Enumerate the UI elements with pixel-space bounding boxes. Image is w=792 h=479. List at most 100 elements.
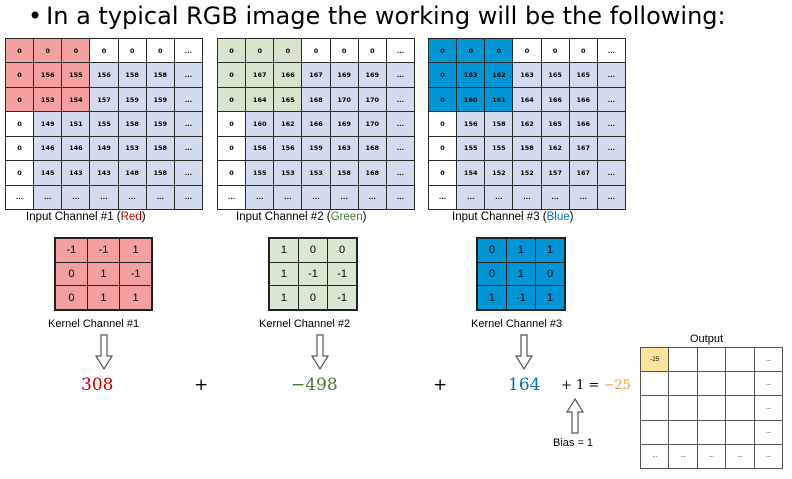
output-cell xyxy=(725,395,755,421)
output-row: ... xyxy=(639,419,784,445)
input-channel-2-cell: 0 xyxy=(245,37,275,64)
kernel-channel-2-grid: 1 0 0 1 -1 -1 1 0 -1 xyxy=(268,237,358,311)
kernel-channel-3-cell: 0 xyxy=(535,261,566,287)
input-channel-1-row: 0 149 151 155 158 159... xyxy=(4,111,204,137)
input-channel-2-cell: 163 xyxy=(329,135,359,162)
kernel-channel-2-cell: 0 xyxy=(327,237,358,263)
input-channel-3-cell: 161 xyxy=(484,86,514,113)
input-channel-3-cell: 154 xyxy=(456,160,486,186)
input-channel-2-row: 0 167 166 167 169 169... xyxy=(216,62,416,88)
input-channel-3-cell: ... xyxy=(596,86,627,113)
input-channel-2-cell: ... xyxy=(245,184,275,211)
output-cell xyxy=(725,371,755,397)
input-channel-3-cell: 0 xyxy=(427,160,458,186)
input-channel-3-cell: ... xyxy=(484,184,514,211)
input-channel-1-cell: 0 xyxy=(61,37,91,64)
kernel-channel-1-cell: 1 xyxy=(86,285,121,311)
input-channel-2-cell: 162 xyxy=(273,111,303,137)
input-channel-2-cell: 159 xyxy=(301,135,331,162)
input-channel-2-row: ..................... xyxy=(216,184,416,211)
output-cell xyxy=(639,371,670,397)
input-channel-1-cell: ... xyxy=(173,160,204,186)
kernel-channel-1-grid: -1 -1 1 0 1 -1 0 1 1 xyxy=(54,237,153,311)
output-cell: ... xyxy=(753,395,784,421)
input-channel-blue-grid: 0 0 0 0 0 0... 0 163 162 163 165 165... 0 160 161 164 16… xyxy=(427,37,627,211)
kernel-channel-2-caption: Kernel Channel #2 xyxy=(259,318,351,330)
input-channel-1-cell: 149 xyxy=(89,135,119,162)
input-channel-1-cell: ... xyxy=(117,184,147,211)
result-channel-3: 164 xyxy=(508,375,541,395)
output-cell xyxy=(696,371,727,397)
input-channel-1-cell: 158 xyxy=(145,135,175,162)
output-cell: ... xyxy=(753,443,784,470)
kernel-channel-3-row: 1 -1 1 xyxy=(476,285,566,311)
input-channel-2-cell: 0 xyxy=(216,135,247,162)
input-channel-1-cell: ... xyxy=(173,37,204,64)
input-channel-3-row: 0 154 152 152 157 167... xyxy=(427,160,627,186)
output-cell: ... xyxy=(753,346,784,373)
kernel-channel-1-cell: -1 xyxy=(119,261,153,287)
input-channel-1-cell: 0 xyxy=(89,37,119,64)
arrow-up-icon xyxy=(566,398,584,434)
input-channel-red-grid: 0 0 0 0 0 0... 0 156 155 156 158 158... 0 153 154 157 15… xyxy=(4,37,204,211)
input-channel-2-cell: 158 xyxy=(329,160,359,186)
input-channel-1-cell: 158 xyxy=(145,160,175,186)
input-channel-2-cell: 0 xyxy=(329,37,359,64)
input-channel-green-caption: Input Channel #2 (Green) xyxy=(236,211,367,223)
input-channel-1-cell: 0 xyxy=(4,135,35,162)
bullet-icon: • xyxy=(28,2,43,30)
output-cell xyxy=(668,419,698,445)
kernel-channel-2-cell: 0 xyxy=(297,237,329,263)
output-cell: ... xyxy=(668,443,698,470)
input-channel-3-cell: 0 xyxy=(568,37,598,64)
output-cell: ... xyxy=(725,443,755,470)
input-channel-1-row: 0 145 143 143 148 158... xyxy=(4,160,204,186)
input-channel-1-cell: 146 xyxy=(33,135,63,162)
input-channel-2-cell: ... xyxy=(385,135,416,162)
input-channel-2-row: 0 160 162 166 169 170... xyxy=(216,111,416,137)
kernel-channel-3-cell: 1 xyxy=(535,285,566,311)
input-channel-1-row: 0 153 154 157 159 159... xyxy=(4,86,204,113)
slide-title: • In a typical RGB image the working will… xyxy=(28,2,726,30)
arrow-down-icon xyxy=(311,334,329,370)
kernel-channel-3-cell: -1 xyxy=(505,285,537,311)
output-cell: -25 xyxy=(639,346,670,373)
input-channel-3-cell: ... xyxy=(427,184,458,211)
input-channel-3-cell: 0 xyxy=(484,37,514,64)
input-channel-3-row: 0 163 162 163 165 165... xyxy=(427,62,627,88)
input-channel-1-cell: 0 xyxy=(4,160,35,186)
input-channel-2-row: 0 156 156 159 163 168... xyxy=(216,135,416,162)
input-channel-1-cell: 146 xyxy=(61,135,91,162)
kernel-channel-1-cell: 1 xyxy=(86,261,121,287)
input-channel-3-cell: 162 xyxy=(484,62,514,88)
input-channel-1-cell: 159 xyxy=(145,86,175,113)
input-channel-1-cell: 156 xyxy=(33,62,63,88)
input-channel-1-cell: 145 xyxy=(33,160,63,186)
output-cell xyxy=(668,395,698,421)
input-channel-red-caption: Input Channel #1 (Red) xyxy=(26,211,146,223)
kernel-channel-2-cell: 0 xyxy=(297,285,329,311)
input-channel-1-cell: 153 xyxy=(117,135,147,162)
input-channel-1-cell: ... xyxy=(173,184,204,211)
input-channel-2-cell: ... xyxy=(385,160,416,186)
input-channel-2-cell: ... xyxy=(385,62,416,88)
output-label: Output xyxy=(690,333,724,345)
input-channel-3-cell: ... xyxy=(596,62,627,88)
kernel-channel-2-cell: -1 xyxy=(297,261,329,287)
kernel-channel-1-row: -1 -1 1 xyxy=(54,237,153,263)
input-channel-3-cell: 152 xyxy=(484,160,514,186)
input-channel-1-cell: 154 xyxy=(61,86,91,113)
output-row: ... xyxy=(639,395,784,421)
input-channel-2-row: 0 164 165 168 170 170... xyxy=(216,86,416,113)
plus-sign: + xyxy=(194,375,209,395)
output-row: ... xyxy=(639,371,784,397)
input-channel-3-row: 0 0 0 0 0 0... xyxy=(427,37,627,64)
output-cell: ... xyxy=(753,371,784,397)
kernel-channel-3-cell: 1 xyxy=(535,237,566,263)
input-channel-green-grid: 0 0 0 0 0 0... 0 167 166 167 169 169... 0 164 165 168 17… xyxy=(216,37,416,211)
input-channel-3-cell: 158 xyxy=(512,135,542,162)
input-channel-1-cell: ... xyxy=(89,184,119,211)
